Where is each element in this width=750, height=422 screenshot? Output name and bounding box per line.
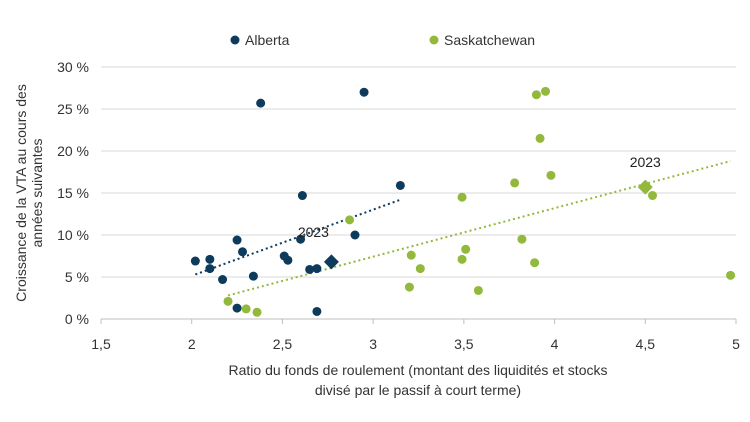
data-point <box>296 234 306 244</box>
data-point <box>510 178 520 188</box>
data-point <box>541 86 550 96</box>
data-point <box>350 230 360 240</box>
x-tick-label: 4 <box>551 336 559 352</box>
data-point <box>190 256 200 266</box>
data-point <box>248 271 258 281</box>
data-point <box>305 264 315 274</box>
axes <box>100 318 737 324</box>
y-tick-label: 20 % <box>57 143 89 159</box>
highlight-label: 2023 <box>298 224 329 240</box>
data-point <box>395 180 405 190</box>
data-point <box>205 264 215 274</box>
y-tick-label: 30 % <box>57 59 89 75</box>
data-point <box>457 192 467 202</box>
data-points <box>190 86 736 317</box>
data-point <box>530 258 540 268</box>
trend-line <box>195 198 401 276</box>
data-point <box>404 282 414 292</box>
y-tick-label: 0 % <box>65 311 89 327</box>
legend: Alberta Saskatchewan <box>230 32 535 48</box>
y-axis-title-line-2: années suivantes <box>29 139 45 248</box>
x-tick-label: 1,5 <box>91 336 111 352</box>
data-point <box>297 191 307 201</box>
y-tick-label: 25 % <box>57 101 89 117</box>
x-tick-label: 5 <box>732 336 740 352</box>
data-point <box>517 234 527 244</box>
x-axis-title-line-2: divisé par le passif à court terme) <box>315 382 521 398</box>
data-point <box>205 254 215 264</box>
y-tick-labels: 0 % 5 % 10 % 15 % 20 % 25 % 30 % <box>57 59 89 327</box>
data-point <box>406 250 416 260</box>
legend-label: Saskatchewan <box>444 32 535 48</box>
x-tick-label: 2 <box>188 336 196 352</box>
y-tick-label: 10 % <box>57 227 89 243</box>
data-point <box>283 255 293 265</box>
data-point <box>457 254 467 264</box>
legend-marker <box>429 35 439 45</box>
highlight-points: 2023 2023 <box>298 154 661 270</box>
data-point <box>241 304 251 314</box>
trend-lines <box>195 160 731 297</box>
highlight-point <box>637 179 653 195</box>
data-point <box>415 264 425 274</box>
data-point <box>312 306 322 316</box>
highlight-label: 2023 <box>630 154 661 170</box>
data-point <box>726 270 736 280</box>
data-point <box>252 307 262 317</box>
data-point <box>223 296 233 306</box>
data-point <box>531 90 541 100</box>
data-point <box>345 215 355 225</box>
y-tick-label: 15 % <box>57 185 89 201</box>
data-point <box>535 133 545 143</box>
highlight-point <box>323 254 339 270</box>
legend-label: Alberta <box>245 32 290 48</box>
x-axis-title-line-1: Ratio du fonds de roulement (montant des… <box>229 362 608 378</box>
x-tick-label: 4,5 <box>636 336 656 352</box>
y-axis-title: Croissance de la VTA au cours des années… <box>13 84 45 302</box>
data-point <box>232 303 242 313</box>
y-axis-title-line-1: Croissance de la VTA au cours des <box>13 84 29 302</box>
data-point <box>461 244 471 254</box>
data-point <box>232 235 242 245</box>
data-point <box>218 275 228 285</box>
legend-marker <box>230 35 240 45</box>
data-point <box>312 264 322 274</box>
data-point <box>473 285 483 295</box>
data-point <box>238 247 248 257</box>
data-point <box>648 191 658 201</box>
x-tick-label: 2,5 <box>273 336 293 352</box>
x-tick-labels: 1,5 2 2,5 3 3,5 4 4,5 5 <box>91 336 740 352</box>
x-tick-label: 3 <box>369 336 377 352</box>
gridlines <box>101 66 736 278</box>
y-tick-label: 5 % <box>65 269 89 285</box>
x-tick-label: 3,5 <box>454 336 474 352</box>
data-point <box>256 98 266 108</box>
data-point <box>546 170 556 180</box>
data-point <box>359 87 369 97</box>
